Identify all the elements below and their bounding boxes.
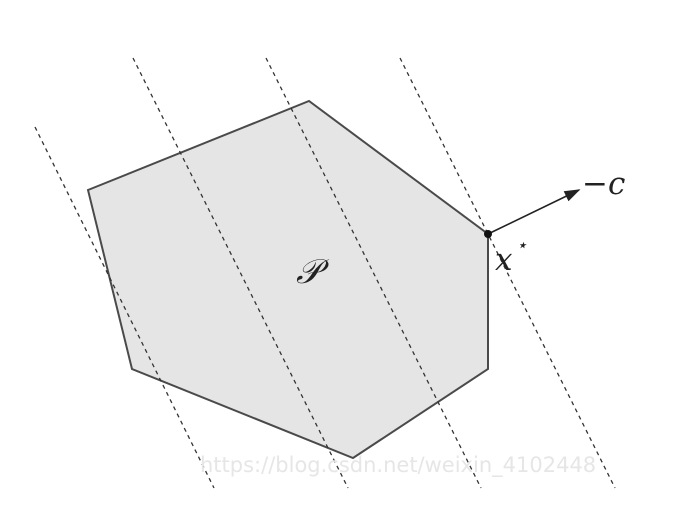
- level-set-line-2: [132, 57, 349, 489]
- optimal-vertex-point: [484, 230, 492, 238]
- direction-arrow: [487, 189, 581, 235]
- level-set-line-3: [265, 57, 482, 489]
- optimum-superscript: ⋆: [516, 235, 527, 256]
- direction-label: −c: [582, 166, 625, 202]
- level-set-line-4: [399, 57, 616, 489]
- optimum-label: x: [495, 242, 513, 278]
- level-set-line-1: [34, 126, 215, 489]
- watermark-text: https://blog.csdn.net/weixin_4102448: [200, 453, 596, 478]
- feasible-region-polygon: [86, 99, 489, 460]
